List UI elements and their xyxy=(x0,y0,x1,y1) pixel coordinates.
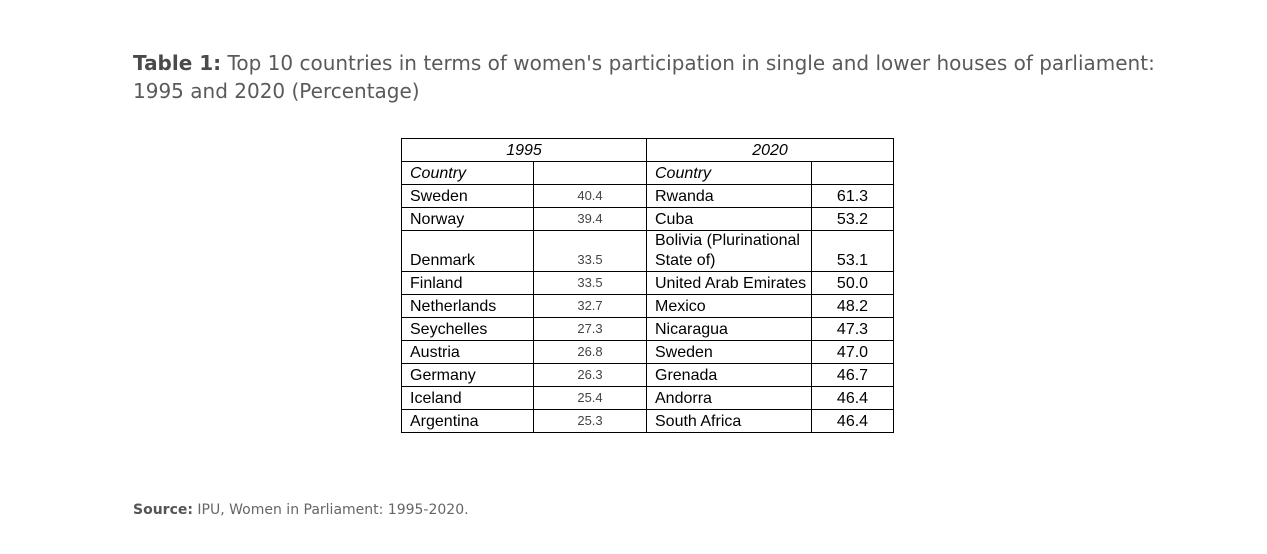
country-1995: Sweden xyxy=(401,184,534,208)
country-2020: Nicaragua xyxy=(646,317,812,341)
country-2020: South Africa xyxy=(646,409,812,433)
value-2020: 53.1 xyxy=(811,230,894,272)
value-2020: 53.2 xyxy=(811,207,894,231)
year-header-row: 1995 2020 xyxy=(401,138,894,162)
country-2020: Andorra xyxy=(646,386,812,410)
value-2020: 47.3 xyxy=(811,317,894,341)
country-1995: Norway xyxy=(401,207,534,231)
source-text: IPU, Women in Parliament: 1995-2020. xyxy=(192,502,469,518)
country-1995: Austria xyxy=(401,340,534,364)
table-row: Iceland 25.4 Andorra 46.4 xyxy=(401,386,894,410)
country-1995: Denmark xyxy=(401,230,534,272)
caption-label: Table 1: xyxy=(133,51,222,75)
value-2020: 46.4 xyxy=(811,409,894,433)
value-2020: 46.4 xyxy=(811,386,894,410)
country-1995: Finland xyxy=(401,271,534,295)
value-1995: 25.3 xyxy=(533,409,647,433)
table-row: Seychelles 27.3 Nicaragua 47.3 xyxy=(401,317,894,341)
country-2020: Rwanda xyxy=(646,184,812,208)
value-2020: 48.2 xyxy=(811,294,894,318)
table-row: Argentina 25.3 South Africa 46.4 xyxy=(401,409,894,433)
source-note: Source: IPU, Women in Parliament: 1995-2… xyxy=(133,500,469,520)
country-1995: Germany xyxy=(401,363,534,387)
country-2020: United Arab Emirates xyxy=(646,271,812,295)
value-1995: 26.8 xyxy=(533,340,647,364)
data-table-container: 1995 2020 Country Country Sweden 40.4 Rw… xyxy=(401,138,894,433)
table-row: Netherlands 32.7 Mexico 48.2 xyxy=(401,294,894,318)
value-1995: 26.3 xyxy=(533,363,647,387)
value-header-1995 xyxy=(533,161,647,185)
country-1995: Seychelles xyxy=(401,317,534,341)
value-1995: 25.4 xyxy=(533,386,647,410)
country-header-1995: Country xyxy=(401,161,534,185)
value-1995: 33.5 xyxy=(533,271,647,295)
column-header-row: Country Country xyxy=(401,161,894,185)
country-1995: Argentina xyxy=(401,409,534,433)
value-2020: 50.0 xyxy=(811,271,894,295)
value-1995: 39.4 xyxy=(533,207,647,231)
value-1995: 27.3 xyxy=(533,317,647,341)
country-1995: Netherlands xyxy=(401,294,534,318)
value-1995: 33.5 xyxy=(533,230,647,272)
country-2020: Cuba xyxy=(646,207,812,231)
country-2020: Sweden xyxy=(646,340,812,364)
caption-text: Top 10 countries in terms of women's par… xyxy=(133,51,1155,103)
value-header-2020 xyxy=(811,161,894,185)
table-row: Germany 26.3 Grenada 46.7 xyxy=(401,363,894,387)
table-caption: Table 1: Top 10 countries in terms of wo… xyxy=(133,49,1163,105)
country-1995: Iceland xyxy=(401,386,534,410)
women-parliament-table: 1995 2020 Country Country Sweden 40.4 Rw… xyxy=(401,138,894,433)
country-2020: Mexico xyxy=(646,294,812,318)
table-row: Finland 33.5 United Arab Emirates 50.0 xyxy=(401,271,894,295)
value-2020: 47.0 xyxy=(811,340,894,364)
table-row: Austria 26.8 Sweden 47.0 xyxy=(401,340,894,364)
table-row: Sweden 40.4 Rwanda 61.3 xyxy=(401,184,894,208)
source-label: Source: xyxy=(133,502,193,518)
value-2020: 61.3 xyxy=(811,184,894,208)
country-2020: Grenada xyxy=(646,363,812,387)
country-header-2020: Country xyxy=(646,161,812,185)
year-1995-header: 1995 xyxy=(401,138,647,162)
table-row: Norway 39.4 Cuba 53.2 xyxy=(401,207,894,231)
value-1995: 40.4 xyxy=(533,184,647,208)
value-1995: 32.7 xyxy=(533,294,647,318)
country-2020: Bolivia (Plurinational State of) xyxy=(646,230,812,272)
value-2020: 46.7 xyxy=(811,363,894,387)
year-2020-header: 2020 xyxy=(646,138,894,162)
table-row: Denmark 33.5 Bolivia (Plurinational Stat… xyxy=(401,230,894,272)
